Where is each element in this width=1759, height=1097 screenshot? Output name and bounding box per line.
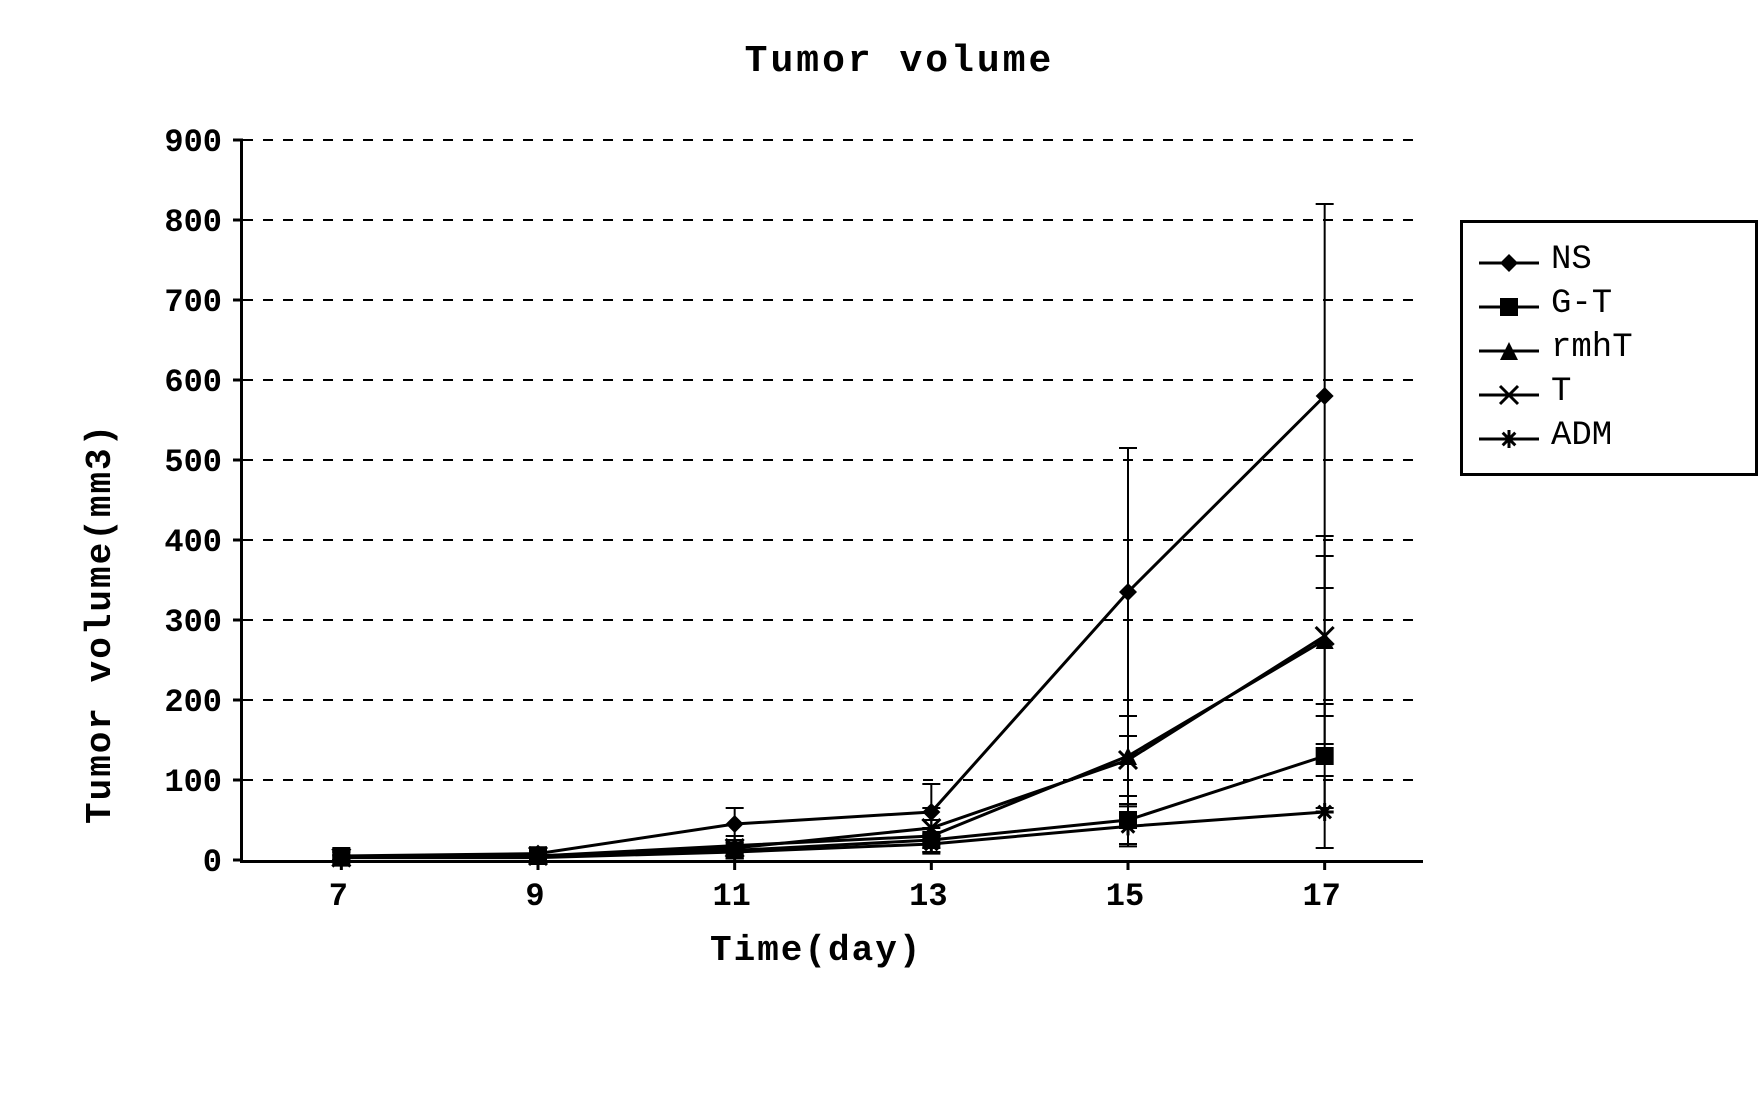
xtick-label: 15 xyxy=(1106,878,1144,915)
legend-label: NS xyxy=(1551,241,1592,279)
ytick-label: 100 xyxy=(164,764,222,801)
legend-item: NS xyxy=(1479,241,1739,279)
ytick-label: 200 xyxy=(164,684,222,721)
ytick-label: 400 xyxy=(164,524,222,561)
legend-item: T xyxy=(1479,373,1739,411)
x-axis-label: Time(day) xyxy=(710,930,922,971)
legend-label: ADM xyxy=(1551,417,1612,455)
ytick-label: 0 xyxy=(203,844,222,881)
legend-label: G-T xyxy=(1551,285,1612,323)
ytick-label: 300 xyxy=(164,604,222,641)
chart-title: Tumor volume xyxy=(20,40,1759,83)
xtick-label: 9 xyxy=(525,878,544,915)
legend-marker-diamond-icon xyxy=(1479,248,1539,272)
xtick-label: 13 xyxy=(909,878,947,915)
ytick-label: 900 xyxy=(164,124,222,161)
legend-item: G-T xyxy=(1479,285,1739,323)
plot-svg xyxy=(243,140,1423,860)
legend: NS G-T rmhT T ADM xyxy=(1460,220,1758,476)
legend-label: rmhT xyxy=(1551,329,1633,367)
ytick-label: 700 xyxy=(164,284,222,321)
legend-marker-triangle-icon xyxy=(1479,336,1539,360)
legend-marker-x-icon xyxy=(1479,380,1539,404)
plot-area xyxy=(240,140,1423,863)
ytick-label: 800 xyxy=(164,204,222,241)
y-axis-label: Tumor volume(mm3) xyxy=(80,423,121,824)
ytick-label: 500 xyxy=(164,444,222,481)
legend-marker-asterisk-icon xyxy=(1479,424,1539,448)
xtick-label: 11 xyxy=(712,878,750,915)
legend-marker-square-icon xyxy=(1479,292,1539,316)
xtick-label: 7 xyxy=(329,878,348,915)
legend-label: T xyxy=(1551,373,1571,411)
legend-item: ADM xyxy=(1479,417,1739,455)
xtick-label: 17 xyxy=(1302,878,1340,915)
legend-item: rmhT xyxy=(1479,329,1739,367)
chart-container: Tumor volume Tumor volume(mm3) Time(day)… xyxy=(20,20,1759,1077)
ytick-label: 600 xyxy=(164,364,222,401)
